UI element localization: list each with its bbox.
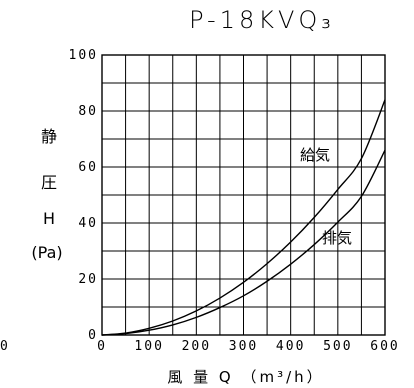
plot-frame	[101, 54, 386, 336]
x-axis-label: 風 量 Q （m³/h）	[167, 368, 324, 386]
chart-grid	[101, 54, 386, 336]
x-tick-label: 0	[97, 339, 107, 354]
y-tick-label: 80	[78, 104, 98, 119]
y-tick-label: 20	[78, 272, 98, 287]
chart-title: P-18KVQ₃	[189, 6, 335, 34]
x-tick-label: 100	[134, 339, 163, 354]
y-tick-label: 0	[88, 328, 98, 343]
x-tick-label: 200	[182, 339, 211, 354]
x-tick-label: 400	[276, 339, 305, 354]
series-label: 給気	[300, 146, 330, 164]
tick-labels: 0 100 200 300 400 500 600 0 20 40 60 80 100	[69, 48, 399, 354]
edge-label: 0	[0, 339, 8, 354]
y-tick-label: 60	[78, 160, 98, 175]
y-tick-label: 40	[78, 216, 98, 231]
y-axis-label-1: 圧	[41, 173, 57, 192]
series-line-exhaust	[101, 149, 386, 336]
x-tick-label: 500	[323, 339, 352, 354]
x-tick-label: 300	[229, 339, 258, 354]
series-label: 排気	[322, 229, 352, 247]
series-line-supply	[101, 99, 386, 336]
y-tick-label: 100	[69, 48, 98, 63]
x-tick-label: 600	[370, 339, 399, 354]
y-axis-label-2: H	[43, 209, 55, 228]
y-axis-label-0: 静	[41, 127, 57, 146]
y-axis-label-3: (Pa)	[31, 243, 62, 262]
